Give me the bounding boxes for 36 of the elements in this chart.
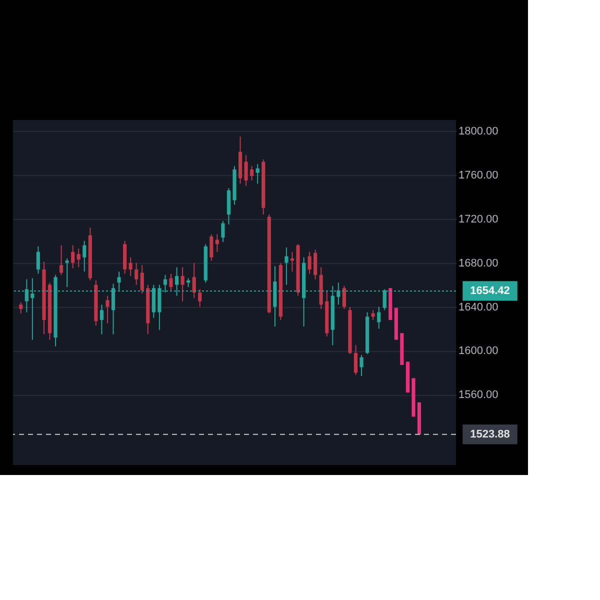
y-tick-label: 1640.00 bbox=[458, 301, 498, 314]
candlestick bbox=[198, 288, 202, 308]
candlestick bbox=[134, 262, 138, 286]
candlestick bbox=[76, 248, 80, 268]
candlestick bbox=[342, 285, 346, 310]
candlestick bbox=[60, 244, 64, 276]
candlestick bbox=[100, 304, 104, 335]
candlestick bbox=[36, 246, 40, 274]
candlestick bbox=[71, 244, 75, 269]
candlestick bbox=[128, 256, 132, 277]
candlestick bbox=[221, 220, 225, 242]
ref-line-label: 1654.42 bbox=[470, 284, 510, 297]
candlestick bbox=[210, 234, 214, 262]
candlestick bbox=[169, 273, 173, 291]
candlestick bbox=[314, 249, 318, 280]
candlestick bbox=[82, 240, 86, 272]
candlestick bbox=[192, 262, 196, 298]
candlestick bbox=[250, 166, 254, 181]
candlestick bbox=[377, 306, 381, 330]
ref-line-label: 1523.88 bbox=[470, 428, 510, 440]
y-tick-label: 1800.00 bbox=[458, 125, 498, 138]
candlestick bbox=[354, 344, 358, 376]
y-tick-label: 1560.00 bbox=[458, 389, 498, 402]
candlestick bbox=[180, 266, 184, 302]
candlestick bbox=[19, 302, 23, 314]
candlestick bbox=[244, 154, 248, 186]
candlestick bbox=[308, 251, 312, 274]
candlestick bbox=[65, 258, 69, 288]
y-tick-label: 1760.00 bbox=[458, 169, 498, 182]
y-tick-label: 1680.00 bbox=[458, 257, 498, 270]
y-tick-label: 1720.00 bbox=[458, 213, 498, 226]
candlestick bbox=[140, 264, 144, 294]
candlestick bbox=[360, 354, 364, 377]
candlestick bbox=[284, 246, 288, 286]
y-tick-label: 1600.00 bbox=[458, 345, 498, 358]
candlestick bbox=[106, 295, 110, 324]
